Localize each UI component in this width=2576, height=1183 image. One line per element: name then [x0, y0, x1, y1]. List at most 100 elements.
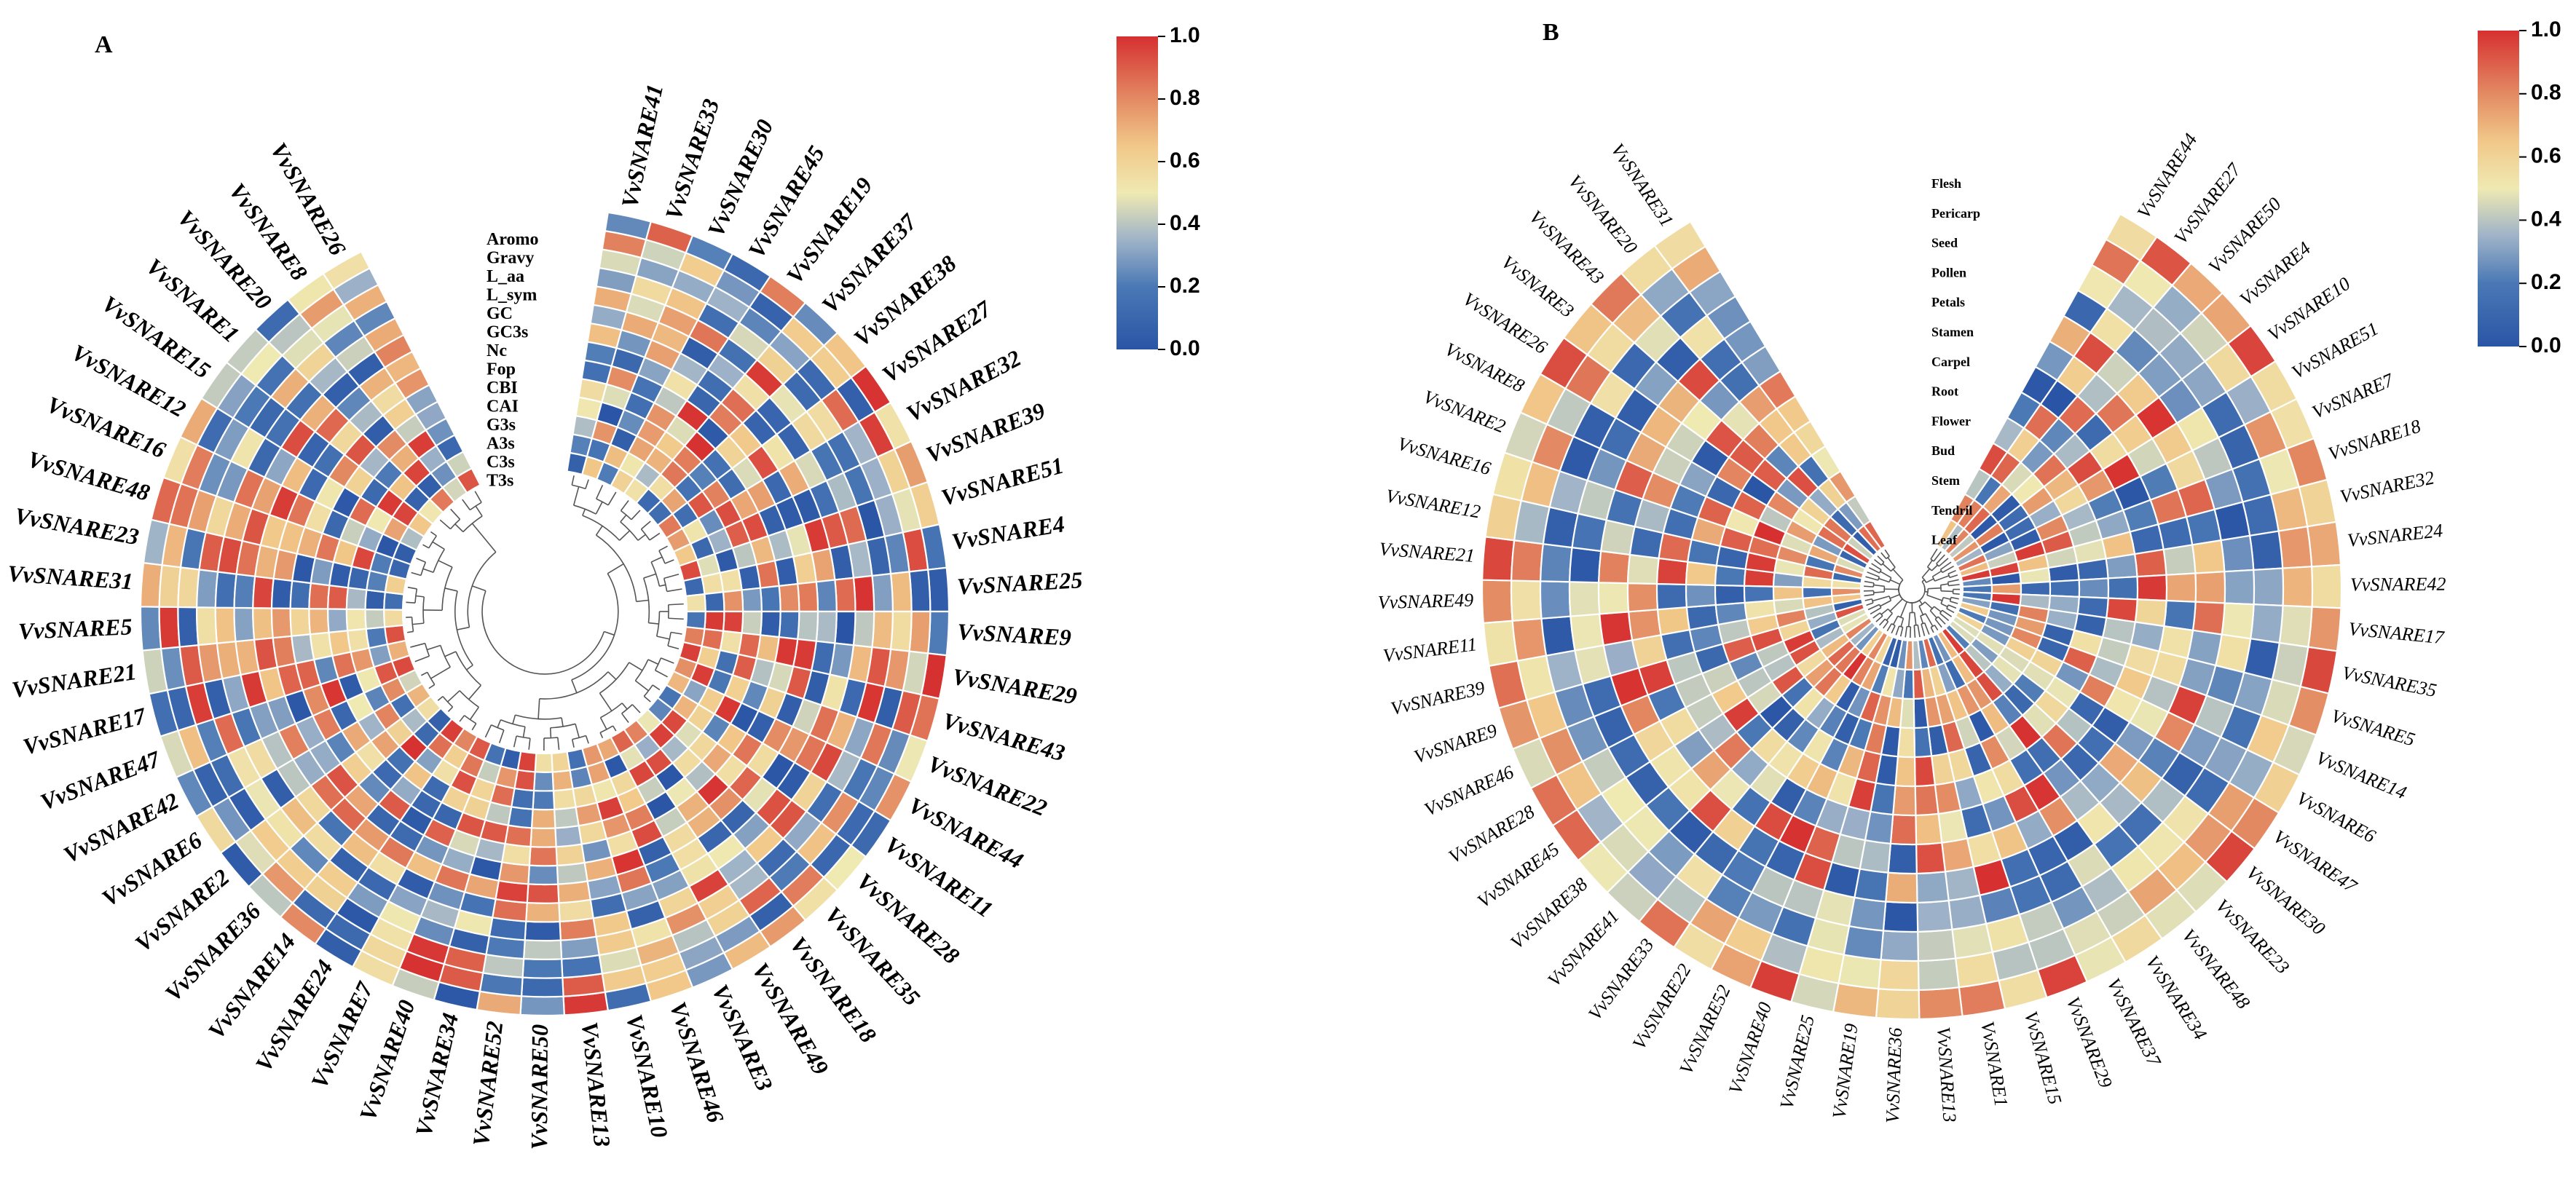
dendrogram-branch: [1868, 567, 1880, 574]
dendrogram-branch: [537, 698, 540, 719]
heatmap-cell: [532, 789, 556, 811]
dendrogram-branch: [572, 486, 580, 506]
dendrogram-branch: [414, 655, 430, 662]
track-label: GC3s: [487, 323, 528, 342]
dendrogram-branch: [462, 499, 470, 510]
dendrogram-branch: [643, 573, 656, 579]
dendrogram-branch: [439, 519, 452, 530]
gene-label: VvSNARE17: [2347, 618, 2446, 648]
dendrogram-branch: [1872, 596, 1890, 602]
dendrogram-branch: [422, 596, 425, 624]
heatmap-cell: [1843, 925, 1885, 961]
heatmap-cell: [778, 610, 800, 641]
heatmap-cell: [1944, 866, 1981, 902]
heatmap-cell: [1875, 987, 1921, 1021]
heatmap-cell: [1915, 842, 1947, 875]
dendrogram-branch: [539, 671, 609, 700]
heatmap-cell: [1539, 580, 1572, 620]
dendrogram-branch: [1878, 604, 1882, 609]
heatmap-cell: [1894, 756, 1916, 788]
heatmap-cell: [2133, 548, 2167, 578]
dendrogram-branch: [1880, 571, 1892, 579]
heatmap-cell: [1655, 582, 1688, 611]
track-label: A3s: [487, 435, 515, 454]
dendrogram-branch: [668, 603, 684, 606]
track-label: Seed: [1931, 236, 1958, 250]
dendrogram-branch: [1913, 612, 1917, 625]
dendrogram-branch: [528, 738, 531, 750]
dendrogram-branch: [663, 573, 680, 579]
gene-label: VvSNARE41: [616, 82, 668, 210]
heatmap-cell: [2306, 521, 2342, 568]
heatmap-cell: [1626, 582, 1659, 613]
dendrogram-branch: [444, 587, 458, 592]
gene-label: VvSNARE13: [1933, 1026, 1961, 1123]
dendrogram-branch: [658, 545, 668, 552]
dendrogram-branch: [596, 484, 604, 499]
dendrogram-branch: [1946, 604, 1949, 609]
heatmap-cell: [1568, 581, 1601, 617]
dendrogram-branch: [543, 737, 558, 739]
gene-label: VvSNARE11: [1382, 633, 1478, 666]
heatmap-cell: [2078, 577, 2110, 599]
dendrogram-branch: [414, 588, 418, 604]
dendrogram-branch: [1865, 576, 1878, 581]
dendrogram-branch: [420, 671, 428, 676]
dendrogram-branch: [1889, 579, 1900, 585]
heatmap-cell: [704, 591, 725, 613]
dendrogram-branch: [666, 588, 682, 593]
heatmap-cell: [1540, 615, 1576, 657]
colorbar-tick-label: 0.6: [2531, 144, 2561, 168]
dendrogram-branch: [1949, 597, 1952, 602]
heatmap-cell: [2310, 563, 2343, 609]
gene-label: VvSNARE43: [940, 707, 1068, 766]
dendrogram-branch: [432, 541, 445, 550]
colorbar-tick-label: 0.0: [2531, 333, 2561, 357]
heatmap-cell: [1511, 617, 1548, 662]
dendrogram-branch: [1920, 615, 1924, 624]
heatmap-cell: [926, 566, 950, 613]
dendrogram-branch: [1918, 600, 1923, 605]
dendrogram-branch: [664, 559, 674, 564]
dendrogram-branch: [437, 696, 444, 701]
heatmap-cell: [908, 610, 931, 654]
dendrogram-branch: [643, 695, 651, 703]
dendrogram-branch: [1880, 608, 1888, 615]
dendrogram-branch: [1899, 627, 1904, 637]
dendrogram-branch: [1946, 608, 1955, 614]
track-label: C3s: [487, 453, 515, 472]
gene-label: VvSNARE51: [2288, 318, 2382, 384]
heatmap-cell: [521, 957, 564, 979]
gene-label: VvSNARE37: [2103, 975, 2165, 1070]
heatmap-cell: [1917, 957, 1961, 992]
dendrogram-branch: [1907, 612, 1911, 627]
heatmap-cell: [1685, 604, 1720, 631]
heatmap-cell: [685, 593, 706, 613]
dendrogram-branch: [471, 723, 477, 731]
dendrogram-branch: [475, 505, 483, 517]
colorbar-tick-label: 0.4: [2531, 207, 2561, 231]
heatmap-cell: [1599, 611, 1634, 646]
dendrogram-branch: [430, 666, 451, 679]
dendrogram-branch: [466, 664, 473, 670]
heatmap-cell: [2020, 580, 2052, 597]
panel-b-circular-heatmap: VvSNARE44VvSNARE27VvSNARE50VvSNARE4VvSNA…: [1377, 130, 2446, 1123]
track-label: GC: [487, 304, 513, 323]
heatmap-cell: [252, 575, 275, 609]
gene-label: VvSNARE42: [2350, 574, 2446, 596]
dendrogram-branch: [629, 662, 643, 671]
heatmap-cell: [2165, 572, 2197, 603]
heatmap-cell: [722, 589, 744, 613]
dendrogram-branch: [1887, 557, 1896, 568]
heatmap-cell: [1913, 726, 1933, 759]
dendrogram-branch: [1939, 561, 1952, 571]
dendrogram-branch: [1897, 615, 1904, 620]
dendrogram-branch: [571, 475, 575, 486]
track-label: L_aa: [487, 267, 524, 286]
heatmap-cell: [2278, 604, 2313, 648]
dendrogram-branch: [1929, 610, 1937, 619]
heatmap-cell: [383, 609, 405, 628]
dendrogram-branch: [1874, 559, 1882, 566]
colorbar-tick-label: 1.0: [2531, 17, 2561, 41]
dendrogram-branch: [1892, 569, 1904, 581]
